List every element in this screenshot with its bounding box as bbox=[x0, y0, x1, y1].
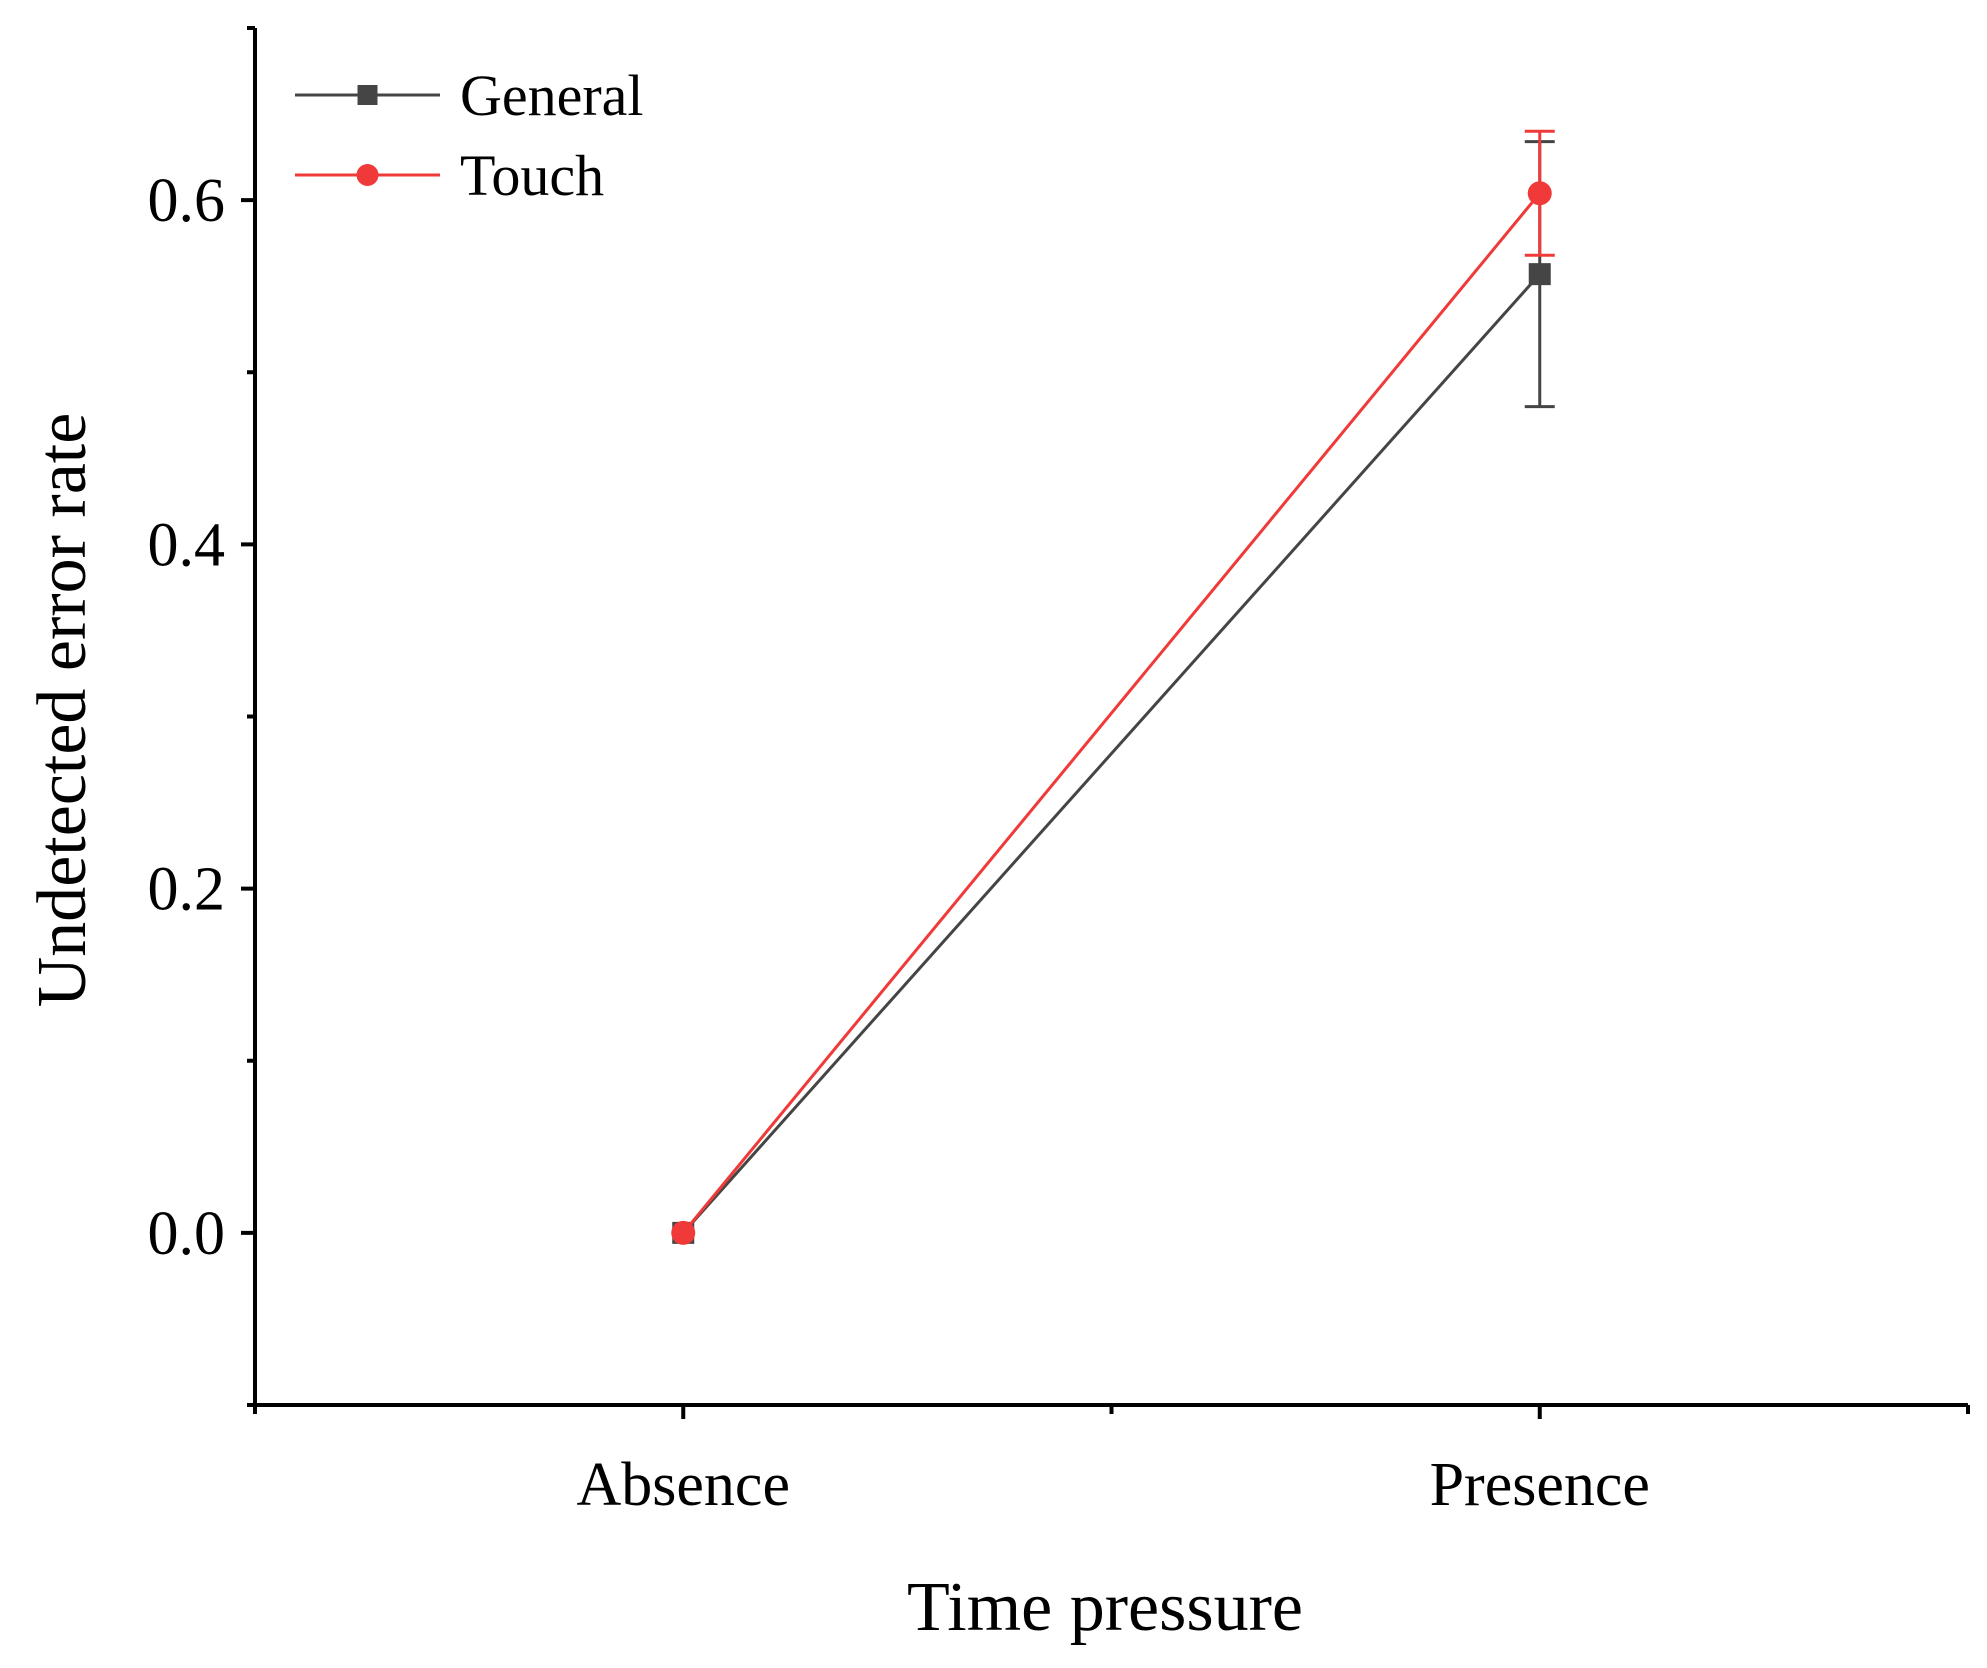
axes: 0.0 0.2 0.4 0.6 Absence Presence bbox=[148, 26, 1970, 1519]
plot-marks bbox=[671, 129, 1555, 1245]
x-tick-label: Presence bbox=[1430, 1451, 1650, 1519]
y-tick-label: 0.6 bbox=[148, 167, 226, 235]
x-axis-title: Time pressure bbox=[907, 1569, 1303, 1646]
legend-label-touch: Touch bbox=[460, 143, 604, 208]
legend-marker-touch bbox=[356, 164, 379, 186]
legend-label-general: General bbox=[460, 63, 644, 128]
y-tick-label: 0.0 bbox=[148, 1200, 226, 1268]
y-axis-title: Undetected error rate bbox=[24, 413, 101, 1008]
x-tick-label: Absence bbox=[577, 1451, 790, 1519]
y-tick-label: 0.4 bbox=[148, 511, 226, 579]
data-point-general bbox=[1528, 263, 1551, 286]
data-point-touch bbox=[1527, 181, 1552, 206]
legend-marker-general bbox=[357, 85, 378, 105]
y-tick-label: 0.2 bbox=[148, 856, 226, 924]
legend: General Touch bbox=[295, 63, 644, 208]
series-line-general bbox=[682, 273, 1541, 1234]
series-line-touch bbox=[682, 192, 1541, 1234]
data-point-touch bbox=[671, 1220, 696, 1245]
